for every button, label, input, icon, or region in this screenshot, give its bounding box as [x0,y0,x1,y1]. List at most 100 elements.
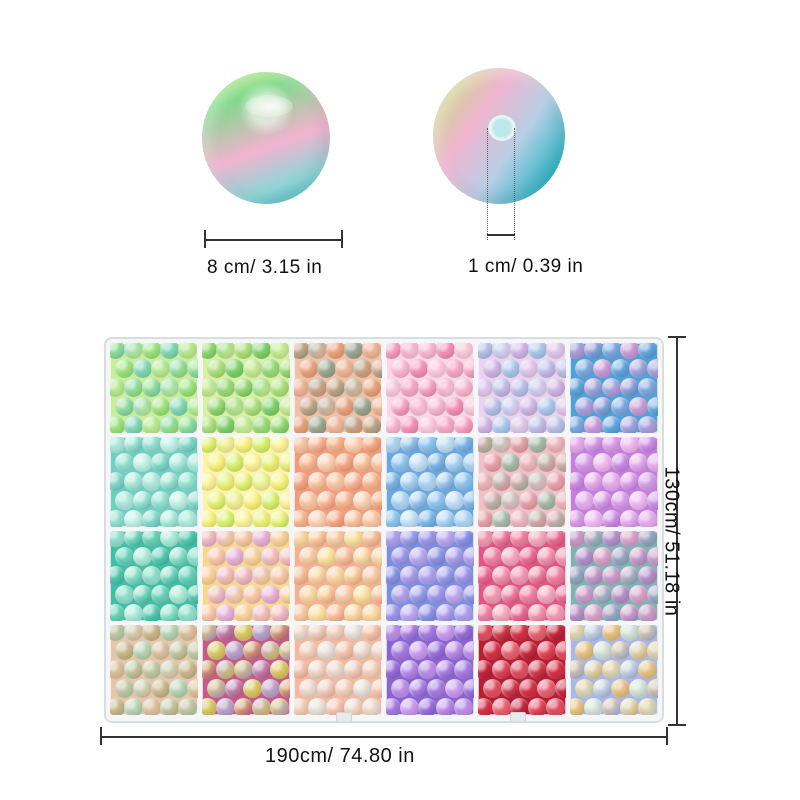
bead [124,566,143,585]
bead [124,510,143,527]
bead [371,679,382,698]
bead [187,547,198,566]
bead [308,378,327,397]
bead [110,604,125,621]
bead [409,679,428,698]
bead [638,472,657,491]
bead [501,547,520,566]
bead [110,660,125,679]
bead [418,437,437,453]
bead [151,397,170,416]
bead [638,343,657,359]
bead [270,472,289,491]
bead [270,698,289,715]
bead [308,531,327,547]
bead [115,547,134,566]
tray-compartment [294,343,382,433]
bead [593,397,612,416]
bead [178,472,197,491]
bead-diameter-tick-right [341,230,343,248]
bead [335,491,354,510]
bead [207,547,226,566]
bead [528,660,547,679]
bead [202,343,217,359]
bead [299,641,318,660]
bead [261,397,280,416]
bead [178,437,197,453]
tray-compartment [386,625,474,715]
tray-compartment [570,437,658,527]
bead [409,453,428,472]
bead [454,472,473,491]
bead [510,378,529,397]
tray-compartment [202,531,290,621]
bead [570,531,585,547]
bead [555,547,566,566]
bead [418,510,437,527]
bead [620,698,639,715]
bead [115,453,134,472]
bead [133,679,152,698]
bead [386,625,401,641]
bead [510,437,529,453]
bead [326,510,345,527]
bead [160,437,179,453]
bead [555,359,566,378]
tray-compartment [110,437,198,527]
bead [584,625,603,641]
tray-compartment [478,437,566,527]
bead [299,585,318,604]
bead [124,625,143,641]
bead [537,679,556,698]
bead [391,397,410,416]
bead [483,397,502,416]
bead [570,472,585,491]
bead-diameter-label: 8 cm/ 3.15 in [207,257,323,278]
bead [362,472,381,491]
bead [386,660,401,679]
tray-compartment [478,531,566,621]
bead [400,531,419,547]
bead [124,698,143,715]
bead [400,566,419,585]
bead [362,378,381,397]
bead [234,698,253,715]
bead [234,378,253,397]
tray-compartment [478,625,566,715]
bead [299,397,318,416]
bead [243,547,262,566]
tray-latch-right [510,712,526,721]
hole-guide-left [487,128,488,240]
bead [225,585,244,604]
bead [142,378,161,397]
bead [510,343,529,359]
bead-hole-highlight [245,95,293,117]
bead [216,531,235,547]
bead [611,491,630,510]
bead [537,585,556,604]
bead [555,679,566,698]
bead [575,641,594,660]
bead [344,698,363,715]
box-width-tick-left [100,727,102,745]
bead [133,641,152,660]
bead [528,604,547,621]
bead [445,679,464,698]
bead [593,585,612,604]
bead [216,416,235,433]
bead [492,660,511,679]
bead [202,566,217,585]
bead [243,359,262,378]
bead [335,547,354,566]
bead [483,547,502,566]
hole-diameter-line [487,234,515,236]
bead [362,416,381,433]
bead [391,585,410,604]
bead [647,491,658,510]
bead [620,343,639,359]
bead [234,343,253,359]
bead [178,604,197,621]
bead [169,641,188,660]
bead [225,359,244,378]
bead-diameter-tick-left [204,230,206,248]
